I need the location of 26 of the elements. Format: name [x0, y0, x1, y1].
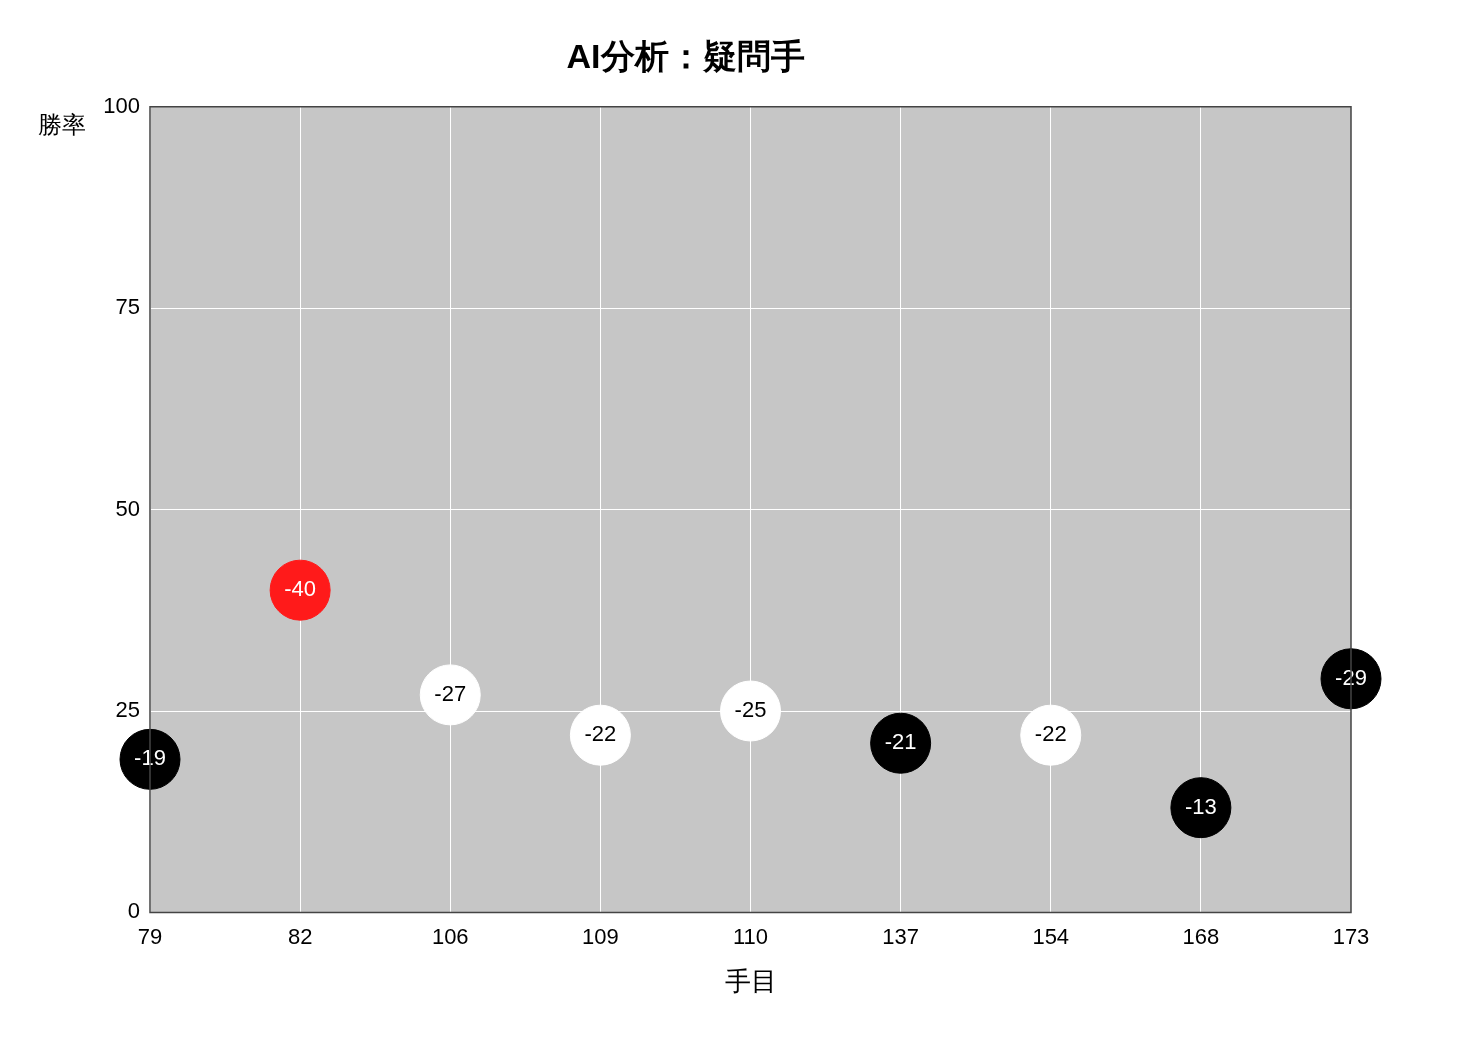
chart-title: AI分析：疑問手: [566, 36, 805, 75]
annotation: -40: [284, 576, 317, 602]
annotation: -21: [884, 729, 917, 755]
annotation: -25: [734, 697, 767, 723]
y-tick-label: 50: [115, 495, 140, 521]
annotation: -19: [134, 745, 166, 771]
x-tick-label: 110: [732, 923, 769, 949]
x-tick-label: 79: [137, 923, 163, 949]
annotation: -13: [1184, 793, 1217, 819]
x-tick-label: 109: [582, 923, 619, 949]
y-tick-label: 75: [115, 294, 140, 320]
annotation: -29: [1335, 664, 1367, 690]
x-tick-label: 173: [1332, 923, 1370, 949]
y-tick-label: 100: [103, 92, 140, 118]
x-tick-label: 82: [287, 923, 313, 949]
annotation: -22: [584, 721, 617, 747]
y-tick-label: 25: [115, 697, 140, 723]
annotation: -27: [434, 680, 467, 706]
x-axis-title: 手目: [724, 965, 777, 996]
x-tick-label: 106: [431, 923, 469, 949]
y-axis-title: 勝率: [38, 110, 86, 138]
x-tick-label: 168: [1182, 923, 1220, 949]
y-tick-label: 0: [127, 898, 140, 924]
x-tick-label: 154: [1032, 923, 1070, 949]
x-tick-label: 137: [882, 923, 919, 949]
annotation: -22: [1034, 721, 1067, 747]
